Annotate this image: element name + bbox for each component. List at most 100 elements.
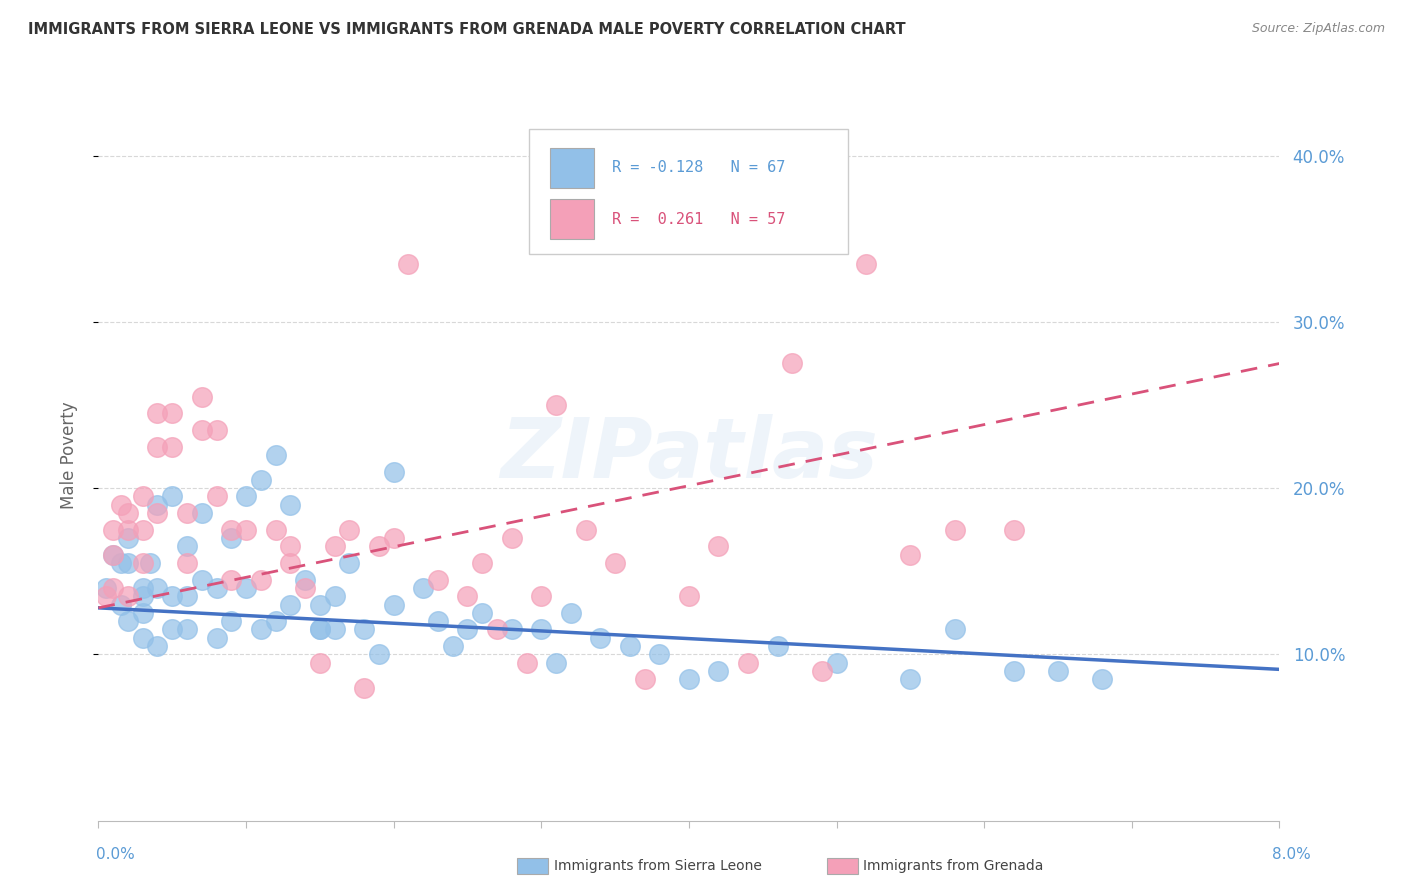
Point [441, 639, 464, 653]
Point [1091, 673, 1114, 687]
Point [501, 531, 523, 545]
Point [162, 440, 183, 454]
Point [117, 506, 139, 520]
Point [132, 556, 155, 570]
Point [162, 406, 183, 420]
Point [191, 390, 214, 404]
Point [176, 589, 198, 603]
Point [485, 623, 508, 637]
Point [530, 623, 553, 637]
Point [176, 556, 198, 570]
Point [678, 589, 700, 603]
Point [146, 581, 169, 595]
Point [323, 539, 346, 553]
Point [103, 581, 125, 595]
Point [132, 631, 155, 645]
Text: R = -0.128   N = 67: R = -0.128 N = 67 [612, 160, 786, 175]
Point [825, 656, 848, 670]
Point [1002, 664, 1025, 678]
Point [501, 623, 523, 637]
Point [471, 556, 494, 570]
Point [471, 606, 494, 620]
Point [633, 673, 655, 687]
Point [810, 664, 832, 678]
Point [132, 523, 155, 537]
Bar [550, 199, 595, 239]
Point [782, 356, 804, 370]
Point [382, 531, 405, 545]
Point [308, 623, 332, 637]
Point [191, 423, 214, 437]
Point [574, 523, 596, 537]
Point [619, 639, 641, 653]
Point [367, 539, 389, 553]
Point [353, 681, 375, 695]
FancyBboxPatch shape [530, 129, 848, 253]
Point [94, 581, 117, 595]
Point [426, 573, 449, 587]
Point [900, 548, 922, 562]
Point [103, 548, 125, 562]
Point [146, 498, 169, 512]
Point [117, 523, 139, 537]
Point [308, 656, 332, 670]
Point [456, 589, 478, 603]
Point [146, 440, 169, 454]
Point [250, 623, 273, 637]
Point [278, 556, 302, 570]
Text: 8.0%: 8.0% [1271, 847, 1310, 862]
Point [412, 581, 434, 595]
Point [94, 589, 117, 603]
Bar [550, 148, 595, 188]
Point [219, 573, 242, 587]
Point [323, 623, 346, 637]
Point [353, 623, 375, 637]
Point [176, 539, 198, 553]
Point [678, 673, 700, 687]
Point [235, 490, 257, 504]
Point [337, 556, 360, 570]
Point [250, 573, 273, 587]
Point [132, 581, 155, 595]
Point [219, 614, 242, 628]
Point [146, 639, 169, 653]
Point [264, 614, 287, 628]
Point [264, 523, 287, 537]
Point [308, 623, 332, 637]
Text: Immigrants from Sierra Leone: Immigrants from Sierra Leone [554, 859, 762, 873]
Point [515, 656, 537, 670]
Point [943, 623, 966, 637]
Point [219, 531, 242, 545]
Point [205, 490, 228, 504]
Point [707, 539, 730, 553]
Point [382, 598, 405, 612]
Point [235, 581, 257, 595]
Point [589, 631, 612, 645]
Point [191, 506, 214, 520]
Point [546, 656, 568, 670]
Point [367, 648, 389, 662]
Point [162, 623, 183, 637]
Point [766, 639, 789, 653]
Point [943, 523, 966, 537]
Point [560, 606, 582, 620]
Point [139, 556, 162, 570]
Y-axis label: Male Poverty: Male Poverty [59, 401, 77, 508]
Point [855, 257, 877, 271]
Point [323, 589, 346, 603]
Point [110, 598, 132, 612]
Point [205, 581, 228, 595]
Text: Immigrants from Grenada: Immigrants from Grenada [863, 859, 1043, 873]
Point [294, 573, 316, 587]
Point [117, 556, 139, 570]
Point [530, 589, 553, 603]
Point [546, 398, 568, 412]
Point [176, 506, 198, 520]
Point [110, 498, 132, 512]
Text: IMMIGRANTS FROM SIERRA LEONE VS IMMIGRANTS FROM GRENADA MALE POVERTY CORRELATION: IMMIGRANTS FROM SIERRA LEONE VS IMMIGRAN… [28, 22, 905, 37]
Point [707, 664, 730, 678]
Point [278, 598, 302, 612]
Point [605, 556, 627, 570]
Point [176, 623, 198, 637]
Point [162, 589, 183, 603]
